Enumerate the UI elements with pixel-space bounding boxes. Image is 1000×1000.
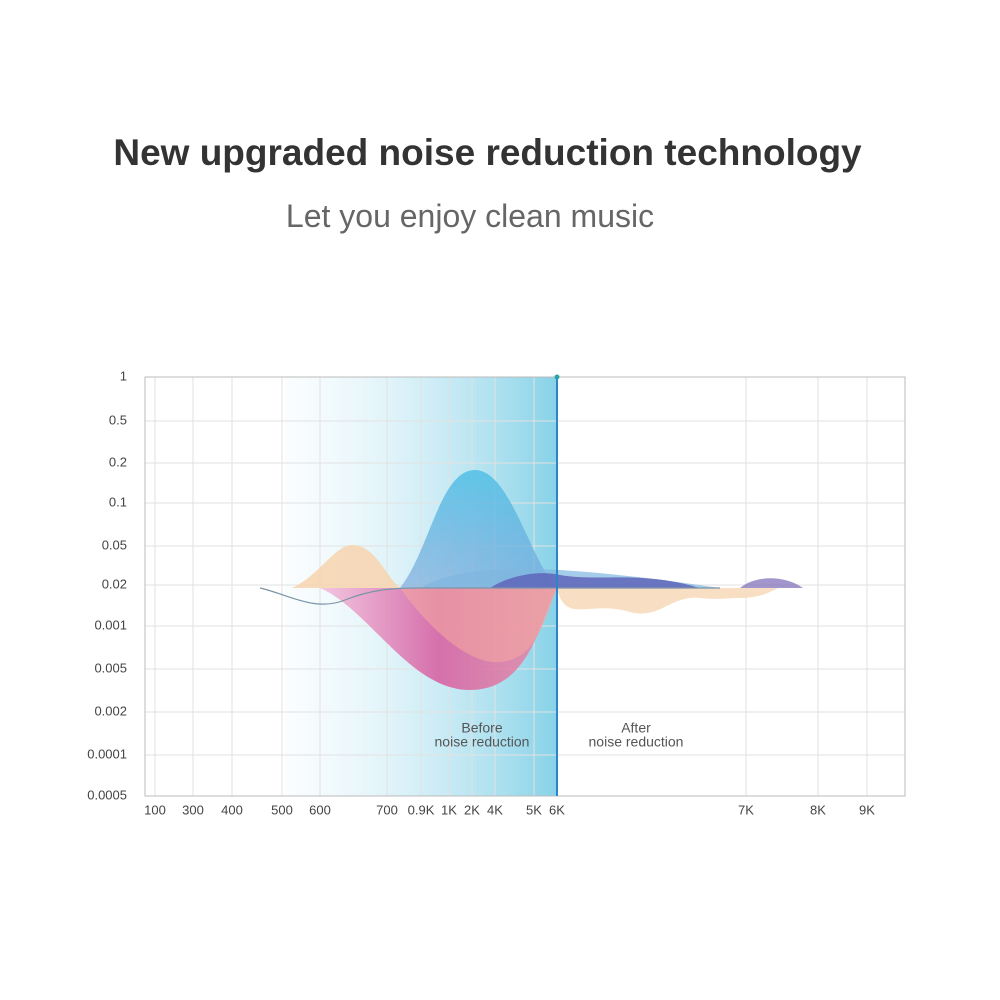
x-label: 1K [441,802,457,817]
x-label: 700 [376,802,398,817]
y-label: 0.02 [102,576,127,591]
x-label: 500 [271,802,293,817]
x-label: 6K [549,802,565,817]
x-label: 8K [810,802,826,817]
wave [490,573,700,588]
wave [740,578,803,588]
wave [400,588,557,663]
y-label: 0.0001 [87,746,127,761]
subtitle: Let you enjoy clean music [285,198,655,234]
y-label: 0.002 [94,703,127,718]
y-label: 0.0005 [87,787,127,802]
x-label: 300 [182,802,204,817]
caption: After [621,720,651,736]
wave [292,545,400,588]
y-label: 1 [120,368,127,383]
y-label: 0.001 [94,617,127,632]
x-label: 100 [144,802,166,817]
x-label: 600 [309,802,331,817]
x-label: 0.9K [408,802,435,817]
caption: Before [461,720,502,736]
caption: noise reduction [589,734,684,750]
x-label: 400 [221,802,243,817]
y-label: 0.2 [109,454,127,469]
y-label: 0.5 [109,412,127,427]
title: New upgraded noise reduction technology [113,132,862,173]
baseline-curve [259,587,720,605]
x-label: 4K [487,802,503,817]
x-label: 7K [738,802,754,817]
y-label: 0.005 [94,660,127,675]
y-label: 0.1 [109,494,127,509]
wave [400,470,557,588]
wave [557,588,778,614]
y-label: 0.05 [102,537,127,552]
caption: noise reduction [435,734,530,750]
frame [144,376,906,797]
x-label: 5K [526,802,542,817]
x-label: 9K [859,802,875,817]
x-label: 2K [464,802,480,817]
divider-dot [554,374,560,380]
